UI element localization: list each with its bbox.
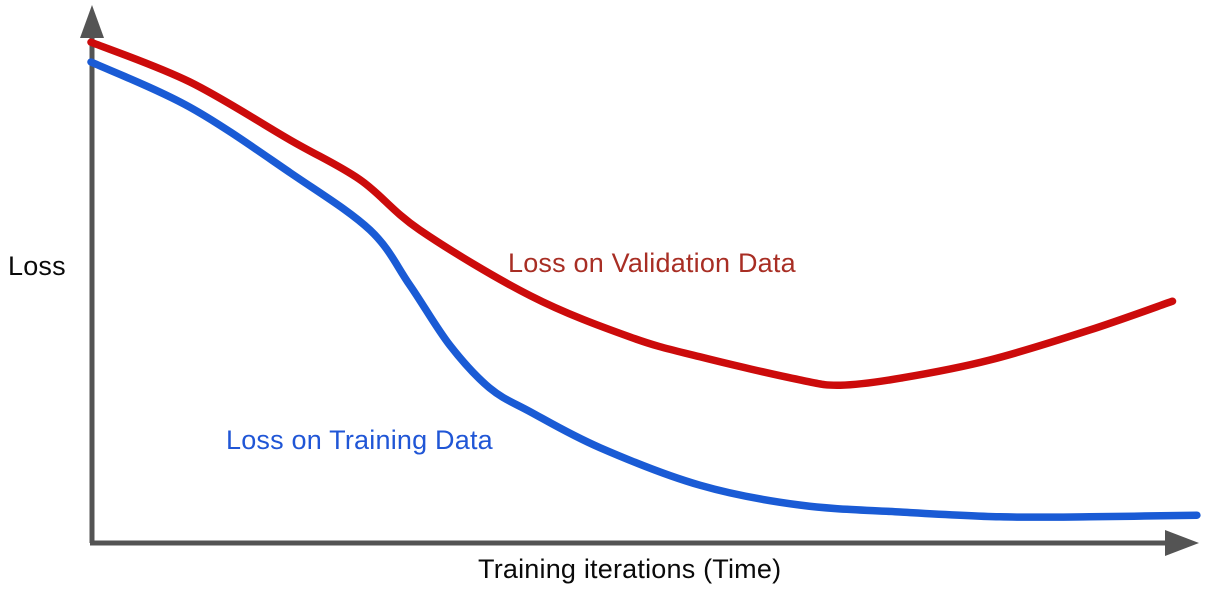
training-loss-curve <box>87 58 1201 521</box>
y-axis-arrowhead-icon <box>80 5 104 38</box>
validation-curve-label: Loss on Validation Data <box>508 248 796 278</box>
validation-loss-curve <box>87 38 1177 389</box>
y-axis-label: Loss <box>8 251 66 281</box>
training-curve-label: Loss on Training Data <box>226 425 493 455</box>
x-axis-label: Training iterations (Time) <box>478 554 782 584</box>
x-axis-arrowhead-icon <box>1165 530 1199 556</box>
